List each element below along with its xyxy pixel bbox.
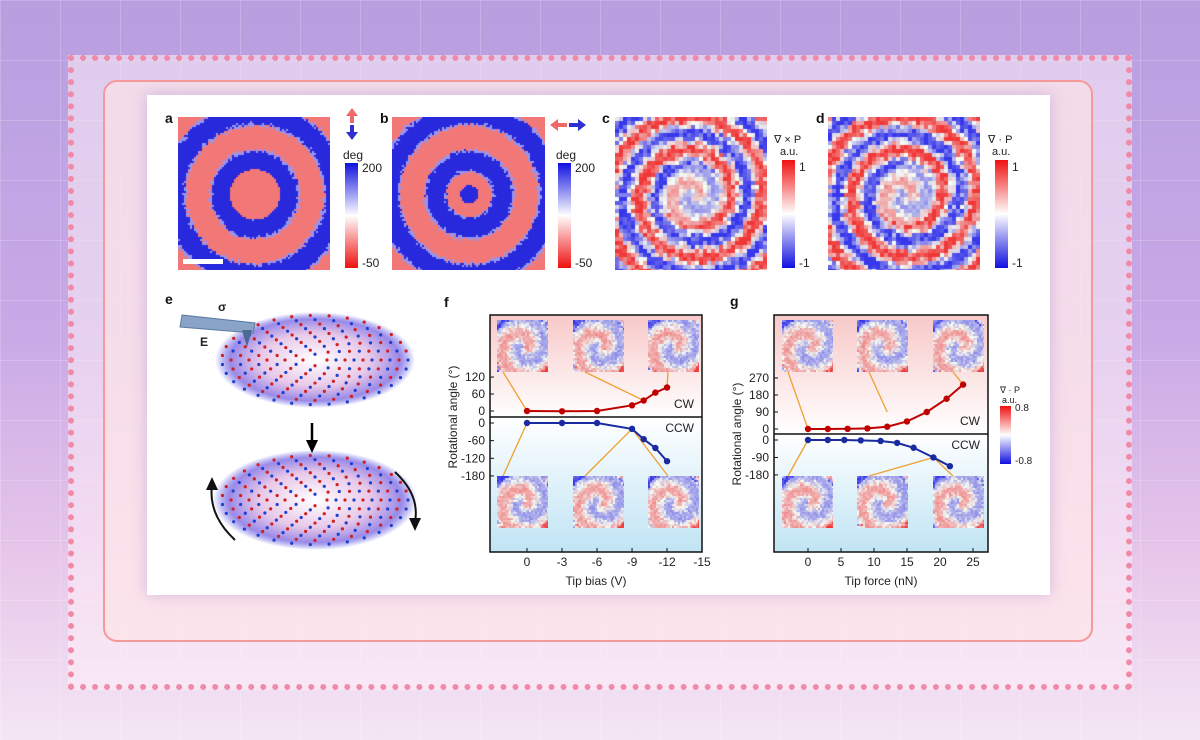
colorbar-g-max: 0.8 xyxy=(1015,403,1029,414)
x-axis-label: Tip force (nN) xyxy=(845,574,918,588)
data-point-ccw xyxy=(641,436,647,442)
x-axis-label: Tip bias (V) xyxy=(566,574,627,588)
data-point-ccw xyxy=(910,445,916,451)
series-label-ccw: CCW xyxy=(951,438,980,452)
x-tick-label: -3 xyxy=(557,555,568,569)
data-point-cw xyxy=(825,426,831,432)
data-point-cw xyxy=(652,389,658,395)
data-point-cw xyxy=(664,384,670,390)
x-tick-label: -9 xyxy=(627,555,638,569)
inset-image-f xyxy=(497,476,548,528)
data-point-cw xyxy=(864,425,870,431)
inset-image-g xyxy=(933,476,984,528)
data-point-ccw xyxy=(664,458,670,464)
data-point-ccw xyxy=(877,438,883,444)
y-tick-label: 90 xyxy=(756,405,770,419)
y-tick-label: 60 xyxy=(472,387,486,401)
x-tick-label: 0 xyxy=(524,555,531,569)
data-point-cw xyxy=(594,408,600,414)
data-point-ccw xyxy=(559,420,565,426)
colorbar-g xyxy=(1000,406,1011,464)
y-axis-label: Rotational angle (°) xyxy=(446,366,460,469)
data-point-cw xyxy=(844,426,850,432)
inset-image-f xyxy=(497,320,548,372)
data-point-cw xyxy=(524,408,530,414)
colorbar-g-min: -0.8 xyxy=(1015,456,1032,467)
data-point-cw xyxy=(641,397,647,403)
data-point-ccw xyxy=(652,445,658,451)
data-point-ccw xyxy=(858,437,864,443)
data-point-cw xyxy=(559,408,565,414)
data-point-ccw xyxy=(930,454,936,460)
y-tick-label: 180 xyxy=(749,388,769,402)
inset-image-g xyxy=(857,476,908,528)
inset-image-g xyxy=(782,320,833,372)
y-tick-label: -180 xyxy=(461,469,485,483)
x-tick-label: -15 xyxy=(693,555,711,569)
data-point-ccw xyxy=(629,426,635,432)
data-point-cw xyxy=(960,381,966,387)
y-tick-label: -120 xyxy=(461,451,485,465)
inset-image-f xyxy=(648,476,699,528)
y-tick-label: 120 xyxy=(465,370,485,384)
data-point-cw xyxy=(805,426,811,432)
data-point-ccw xyxy=(805,437,811,443)
data-point-ccw xyxy=(894,440,900,446)
inset-image-f xyxy=(573,320,624,372)
x-tick-label: 5 xyxy=(838,555,845,569)
data-point-ccw xyxy=(841,437,847,443)
data-point-cw xyxy=(629,402,635,408)
data-point-ccw xyxy=(594,420,600,426)
y-tick-label: 0 xyxy=(762,433,769,447)
data-point-cw xyxy=(943,396,949,402)
inset-image-g xyxy=(933,320,984,372)
inset-image-f xyxy=(573,476,624,528)
inset-image-f xyxy=(648,320,699,372)
x-tick-label: 10 xyxy=(867,555,881,569)
y-tick-label: -180 xyxy=(745,468,769,482)
data-point-cw xyxy=(924,409,930,415)
y-tick-label: 0 xyxy=(478,416,485,430)
y-tick-label: 270 xyxy=(749,371,769,385)
x-tick-label: 25 xyxy=(966,555,980,569)
x-tick-label: 15 xyxy=(900,555,914,569)
x-tick-label: 0 xyxy=(805,555,812,569)
x-tick-label: -12 xyxy=(658,555,676,569)
data-point-cw xyxy=(884,424,890,430)
data-point-ccw xyxy=(825,437,831,443)
data-point-ccw xyxy=(947,463,953,469)
inset-image-g xyxy=(857,320,908,372)
x-tick-label: 20 xyxy=(933,555,947,569)
series-label-ccw: CCW xyxy=(665,421,694,435)
inset-image-g xyxy=(782,476,833,528)
series-label-cw: CW xyxy=(960,414,981,428)
x-tick-label: -6 xyxy=(592,555,603,569)
y-axis-label: Rotational angle (°) xyxy=(730,383,744,486)
y-tick-label: -60 xyxy=(468,434,486,448)
series-label-cw: CW xyxy=(674,397,695,411)
plots-fg: CW CCW 120 60 0 0 -60 -120 -180 0 -3 -6 -9 -12 -15 Tip … xyxy=(0,0,1200,740)
data-point-ccw xyxy=(524,420,530,426)
y-tick-label: -90 xyxy=(752,450,770,464)
data-point-cw xyxy=(904,418,910,424)
